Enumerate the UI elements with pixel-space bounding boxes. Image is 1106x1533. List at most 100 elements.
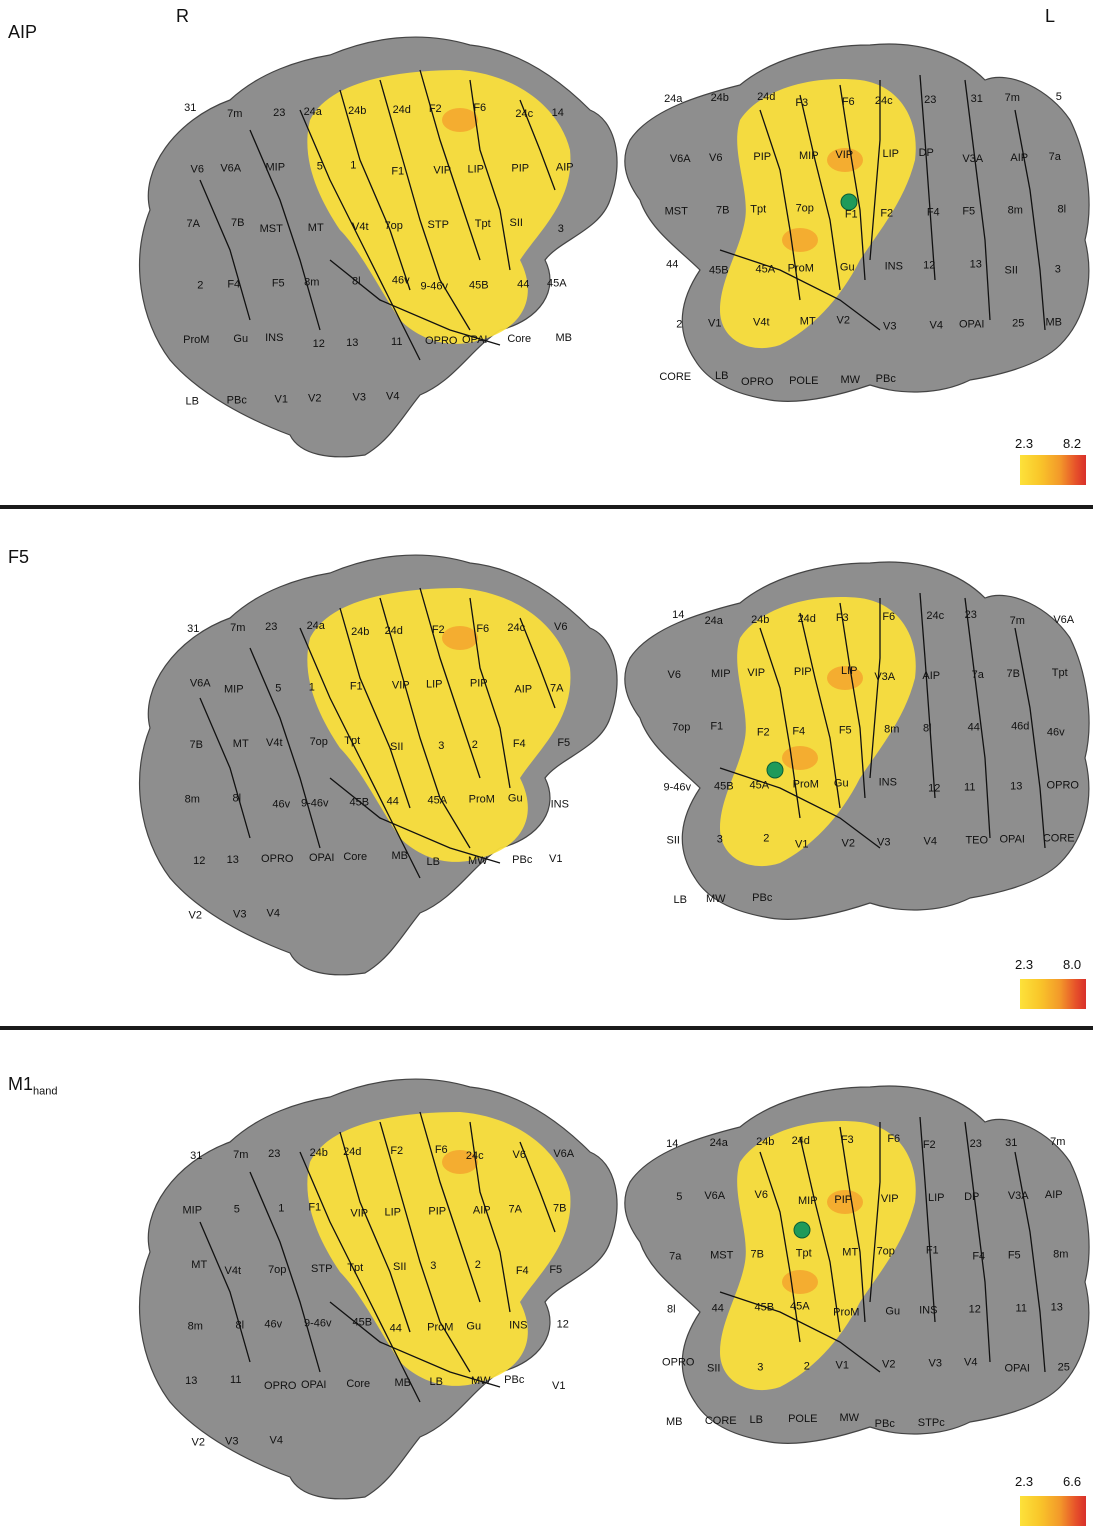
region-label: V6A xyxy=(220,162,241,174)
region-label: SII xyxy=(393,1261,406,1273)
region-label: F4 xyxy=(227,278,240,290)
region-label: 5 xyxy=(676,1191,682,1203)
colorbar-max-label: 8.2 xyxy=(1063,436,1082,451)
region-label: Core xyxy=(346,1378,370,1390)
region-label: 7op xyxy=(672,722,690,734)
region-label: Gu xyxy=(885,1305,900,1317)
region-label: F2 xyxy=(923,1139,936,1151)
region-label: V1 xyxy=(549,853,562,865)
region-label: 7A xyxy=(509,1203,523,1215)
region-label: 24d xyxy=(385,625,403,637)
region-label: 3 xyxy=(438,740,444,752)
region-label: 9-46v xyxy=(663,781,691,793)
region-label: OPAI xyxy=(462,334,487,346)
region-label: 44 xyxy=(712,1302,724,1314)
region-label: 45B xyxy=(469,279,489,291)
region-label: 14 xyxy=(672,609,684,621)
region-label: V6A xyxy=(553,1148,574,1160)
area-boundary xyxy=(719,1291,881,1373)
area-boundary xyxy=(1014,109,1046,331)
region-label: OPAI xyxy=(1000,833,1025,845)
area-boundary xyxy=(1014,627,1046,849)
region-label: OPRO xyxy=(261,853,294,865)
region-label: V6 xyxy=(755,1189,768,1201)
region-label: F6 xyxy=(435,1144,448,1156)
hemisphere-label-right: R xyxy=(176,6,189,26)
region-label: F5 xyxy=(557,737,570,749)
region-label: LIP xyxy=(384,1206,401,1218)
region-label: MT xyxy=(842,1247,858,1259)
region-label: 9-46v xyxy=(304,1317,332,1329)
region-label: F1 xyxy=(308,1201,321,1213)
region-label: 24a xyxy=(307,620,326,632)
region-label: OPAI xyxy=(1005,1362,1030,1374)
region-label: PBc xyxy=(876,373,897,385)
region-label: 8m xyxy=(185,793,200,805)
activation-region-right xyxy=(307,588,571,862)
region-label: V2 xyxy=(189,909,202,921)
area-boundary xyxy=(839,84,866,281)
activation-hotspot xyxy=(827,148,863,172)
region-label: VIP xyxy=(433,164,451,176)
area-boundary xyxy=(799,1136,841,1333)
area-boundary xyxy=(339,89,411,291)
area-boundary xyxy=(919,1116,936,1323)
region-label: PIP xyxy=(428,1205,446,1217)
seed-marker xyxy=(766,761,784,779)
region-label: Gu xyxy=(466,1320,481,1332)
region-label: 44 xyxy=(968,722,980,734)
region-label: F1 xyxy=(845,209,858,221)
region-label: MIP xyxy=(265,161,285,173)
region-label: V3 xyxy=(353,391,366,403)
region-label: Tpt xyxy=(347,1262,363,1274)
area-boundary xyxy=(519,617,556,709)
region-label: 7A xyxy=(550,682,564,694)
region-label: 31 xyxy=(971,93,983,105)
region-label: 13 xyxy=(185,1375,197,1387)
area-boundary xyxy=(419,587,481,779)
panel-f5: F5 31 7m 23 24a 24b 24d F2 F6 24c V6 V6A MIP 5 1 F1 VIP… xyxy=(0,513,1106,1023)
region-label: 7a xyxy=(1049,151,1062,163)
region-label: F5 xyxy=(272,277,285,289)
region-label: 7a xyxy=(669,1251,682,1263)
region-label: MW xyxy=(706,893,726,905)
area-boundary xyxy=(379,79,471,331)
region-label: V2 xyxy=(837,314,850,326)
region-label: F1 xyxy=(710,721,723,733)
region-label: F6 xyxy=(842,96,855,108)
region-label: 46d xyxy=(1011,721,1029,733)
region-label: AIP xyxy=(514,683,532,695)
region-label: 13 xyxy=(227,854,239,866)
region-label: Gu xyxy=(508,792,523,804)
region-label: 45B xyxy=(709,264,729,276)
region-label: 24b xyxy=(756,1136,774,1148)
area-boundary xyxy=(379,597,471,849)
region-label: MIP xyxy=(182,1204,202,1216)
region-label: V3A xyxy=(1008,1190,1029,1202)
region-label: 8m xyxy=(884,724,899,736)
area-boundary xyxy=(469,597,511,789)
region-label: Tpt xyxy=(344,735,360,747)
region-label: INS xyxy=(265,332,283,344)
region-label: 23 xyxy=(268,1148,280,1160)
region-label: Gu xyxy=(233,333,248,345)
region-label: 46v xyxy=(264,1318,282,1330)
activation-hotspot xyxy=(827,1190,863,1214)
activation-hotspot xyxy=(827,666,863,690)
area-boundary xyxy=(964,597,991,839)
region-label: MT xyxy=(800,315,816,327)
region-label: PBc xyxy=(512,854,533,866)
colorbar-max-label: 8.0 xyxy=(1063,957,1082,972)
area-boundary xyxy=(249,647,321,849)
region-label: LIP xyxy=(841,665,858,677)
region-label: V4 xyxy=(924,835,937,847)
region-label: MT xyxy=(233,738,249,750)
region-label: 9-46v xyxy=(420,280,448,292)
region-label: F2 xyxy=(757,727,770,739)
region-label: PBc xyxy=(875,1418,896,1430)
region-label: F6 xyxy=(887,1133,900,1145)
region-label: V4 xyxy=(267,907,280,919)
region-label: MIP xyxy=(799,150,819,162)
